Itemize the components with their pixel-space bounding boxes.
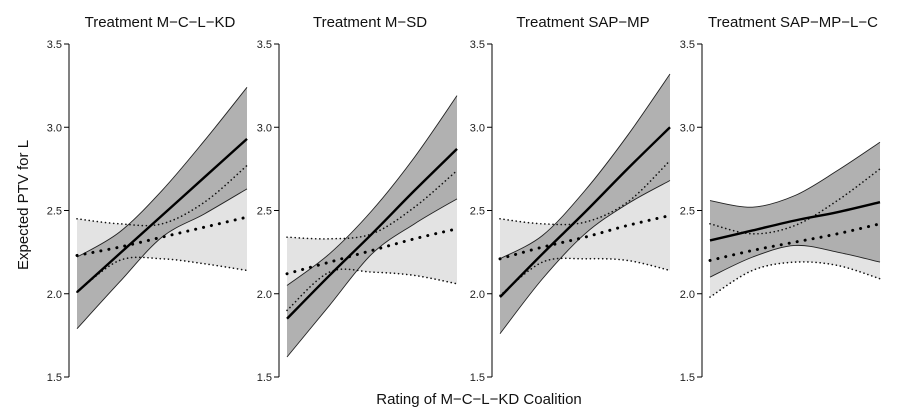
y-tick-label: 2.5 (47, 206, 62, 218)
treated-ci-upper-line (76, 87, 248, 258)
y-tick-label: 1.5 (680, 372, 695, 384)
control-ci-lower-line (76, 256, 248, 293)
x-axis-label: Rating of M−C−L−KD Coalition (376, 391, 582, 408)
y-tick-label: 3.5 (680, 39, 695, 51)
panel-2: 1.5 2.0 2.5 3.0 3.5 Treatment M−SD (257, 14, 459, 384)
treated-ci-lower-line (709, 244, 881, 278)
y-tick-label: 3.5 (47, 39, 62, 51)
treated-ci-lower-line (76, 188, 248, 330)
control-fit-line (285, 227, 459, 276)
y-tick-label: 3.0 (470, 122, 485, 134)
control-ci-lower-line (709, 261, 881, 298)
panel-title: Treatment SAP−MP−L−C (708, 14, 878, 31)
y-tick-label: 2.5 (257, 206, 272, 218)
y-tick-label: 2.5 (680, 206, 695, 218)
treated-fit-line (499, 126, 671, 298)
y-tick-label: 3.0 (257, 122, 272, 134)
panel-title: Treatment SAP−MP (516, 14, 649, 31)
y-tick-label: 3.5 (257, 39, 272, 51)
y-tick-label: 1.5 (470, 372, 485, 384)
treated-fit-line (709, 201, 881, 242)
y-tick-label: 3.5 (470, 39, 485, 51)
treated-fit-line (286, 148, 458, 320)
y-tick-label: 1.5 (47, 372, 62, 384)
control-ci-upper-line (499, 159, 671, 226)
y-tick-label: 2.0 (680, 289, 695, 301)
treated-ci-lower-line (499, 180, 671, 334)
control-ci-upper-line (76, 164, 248, 227)
panels-layer: 1.5 2.0 2.5 3.0 3.5 Treatment M−C−L−KD 1.5 2.0 2… (47, 14, 882, 384)
treated-ci-upper-line (499, 73, 671, 260)
treated-ci-band (710, 142, 880, 278)
panel-4: 1.5 2.0 2.5 3.0 3.5 Treatment SAP−MP−L−C (680, 14, 882, 384)
panel-title: Treatment M−SD (313, 14, 427, 31)
panel-1: 1.5 2.0 2.5 3.0 3.5 Treatment M−C−L−KD (47, 14, 249, 384)
control-fit-line (498, 213, 672, 261)
y-tick-label: 2.0 (257, 289, 272, 301)
y-tick-label: 2.0 (470, 289, 485, 301)
treated-ci-upper-line (709, 141, 881, 208)
y-tick-label: 3.0 (47, 122, 62, 134)
control-fit-line (75, 215, 249, 257)
treated-ci-band (500, 73, 670, 334)
treated-ci-band (287, 95, 457, 358)
treated-ci-upper-line (286, 95, 458, 286)
y-tick-label: 2.0 (47, 289, 62, 301)
panel-3: 1.5 2.0 2.5 3.0 3.5 Treatment SAP−MP (470, 14, 672, 384)
y-tick-label: 2.5 (470, 206, 485, 218)
treated-ci-band (77, 87, 247, 329)
panel-title: Treatment M−C−L−KD (85, 14, 236, 31)
y-tick-label: 3.0 (680, 122, 695, 134)
control-ci-lower-line (286, 268, 458, 312)
y-axis-label: Expected PTV for L (15, 140, 32, 270)
treated-ci-lower-line (286, 198, 458, 358)
treated-fit-line (76, 138, 248, 293)
y-tick-label: 1.5 (257, 372, 272, 384)
